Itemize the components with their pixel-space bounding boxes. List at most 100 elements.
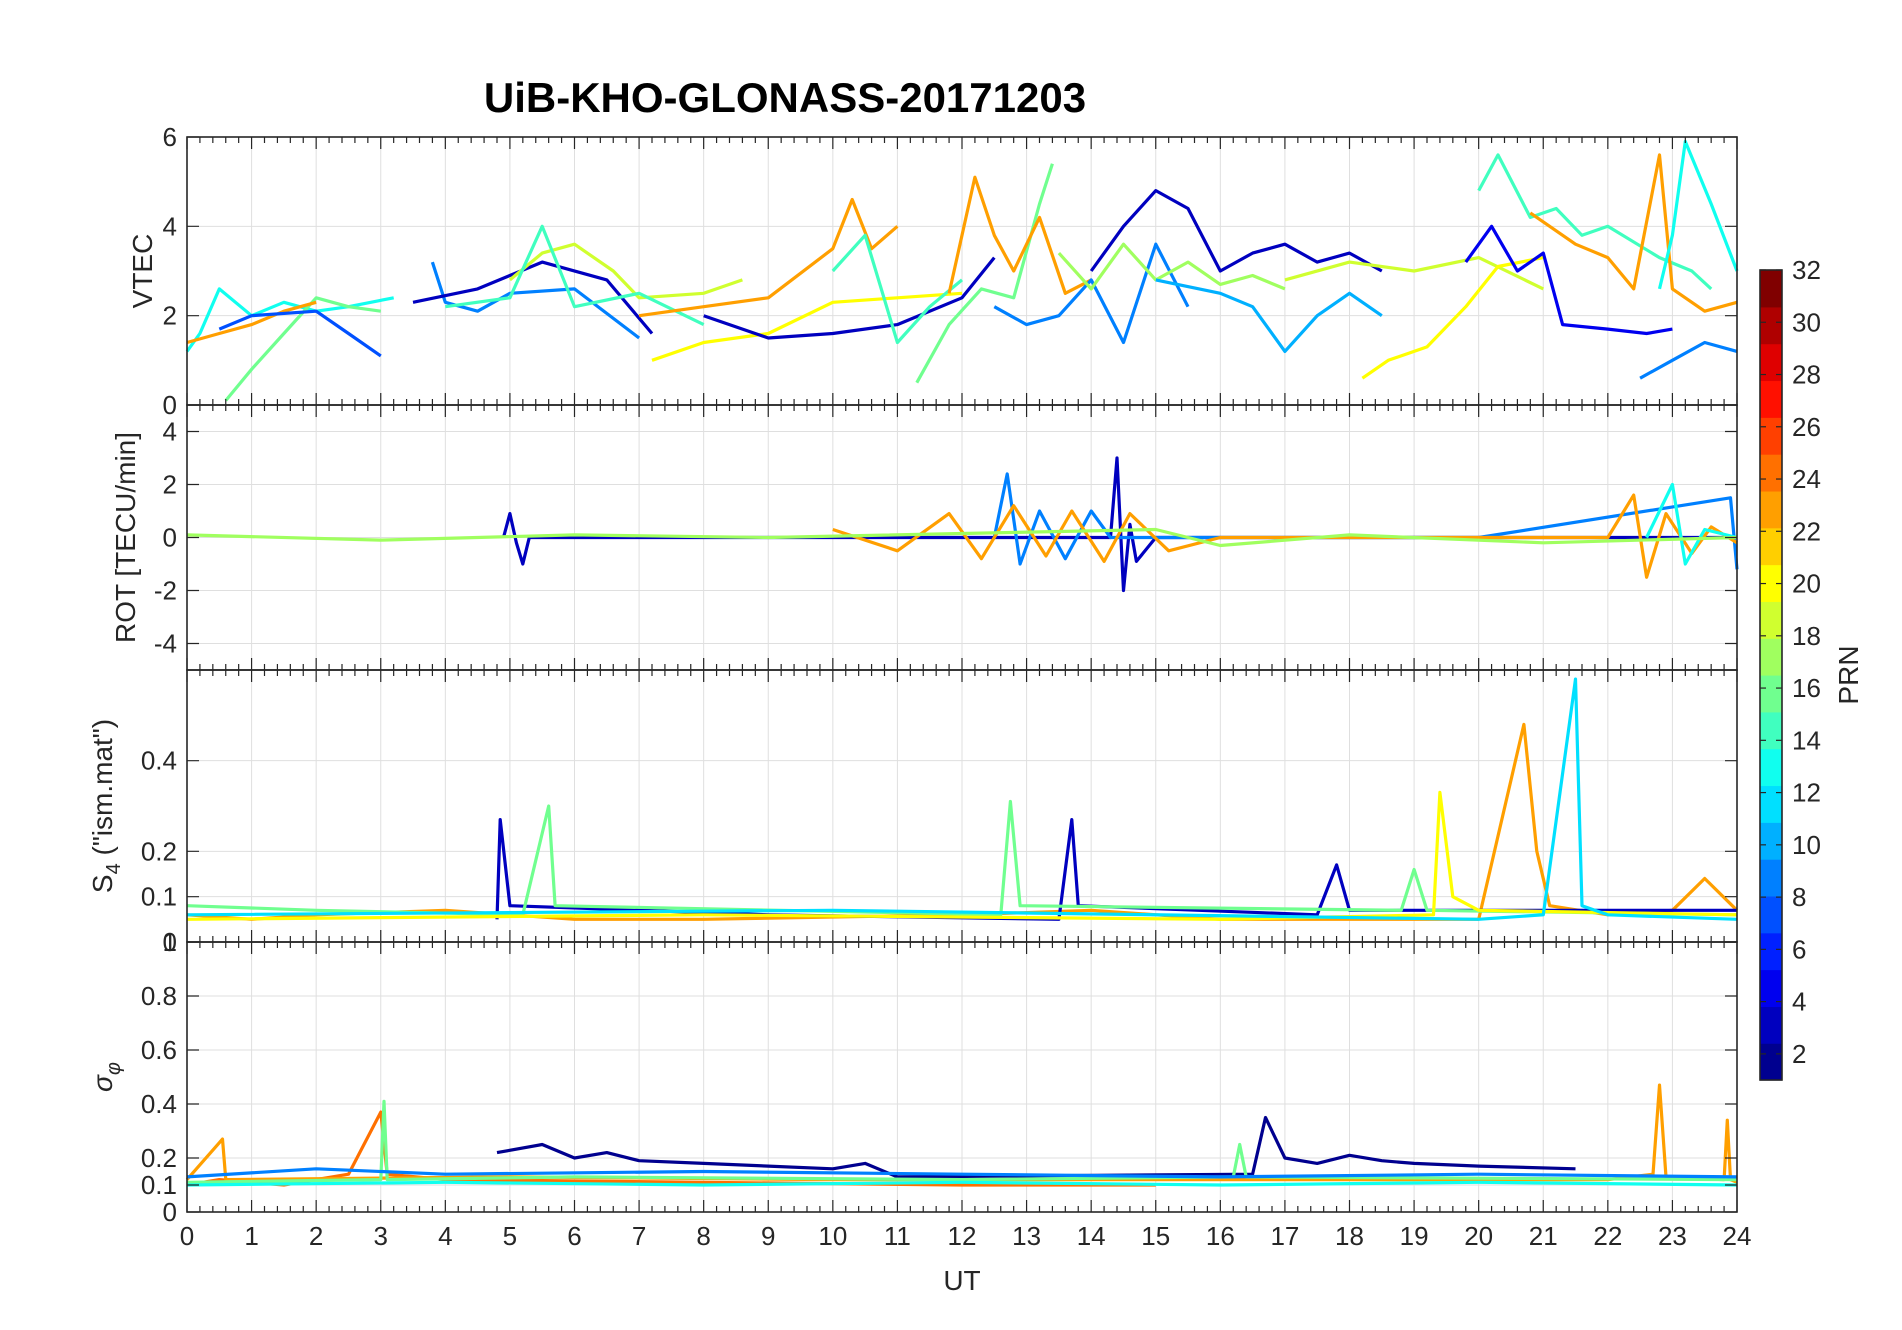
y-axis-label: σφ xyxy=(87,1062,125,1092)
colorbar-tick-label: 24 xyxy=(1792,464,1821,494)
series-group xyxy=(185,139,1739,402)
y-tick-label: 0 xyxy=(163,390,177,420)
figure-title: UiB-KHO-GLONASS-20171203 xyxy=(484,74,1086,121)
y-tick-label: -2 xyxy=(154,576,177,606)
series-line-5 xyxy=(186,527,1738,548)
y-tick-label: 0 xyxy=(163,927,177,957)
y-tick-label: 0.6 xyxy=(141,1035,177,1065)
colorbar-swatch xyxy=(1760,1006,1782,1044)
colorbar-swatch xyxy=(1760,564,1782,602)
colorbar-tick-label: 4 xyxy=(1792,987,1806,1017)
series-line-4 xyxy=(186,790,1738,921)
colorbar-frame xyxy=(1759,269,1783,1081)
y-tick-label: 0.1 xyxy=(141,1170,177,1200)
colorbar-swatch xyxy=(1760,490,1782,529)
tick-marks xyxy=(186,405,1738,670)
colorbar-tick-label: 14 xyxy=(1792,725,1821,755)
series-line-9 xyxy=(651,291,963,362)
colorbar-tick-label: 16 xyxy=(1792,673,1821,703)
series-line-15 xyxy=(993,242,1190,345)
panel-vtec: 0 2 4 6 VTEC xyxy=(127,122,1739,420)
panel-s4: 0 0.1 0.2 0.4 S4 ("ism.mat") xyxy=(87,669,1739,957)
colorbar-swatch xyxy=(1760,380,1782,418)
colorbar-tick-label: 18 xyxy=(1792,621,1821,651)
panel-rot: -4 -2 0 2 4 ROT [TECU/min] xyxy=(110,404,1739,671)
y-axis-label: S4 ("ism.mat") xyxy=(87,719,125,893)
colorbar-swatch xyxy=(1760,306,1782,345)
colorbar-swatch xyxy=(1760,822,1782,860)
y-tick-label: 0.4 xyxy=(141,1089,177,1119)
axis-ticks xyxy=(186,941,1738,1213)
series-line-3 xyxy=(832,493,1738,579)
axis-ticks xyxy=(186,136,1738,406)
series-line-5 xyxy=(186,677,1738,921)
colorbar-tick-label: 22 xyxy=(1792,516,1821,546)
colorbar-swatch xyxy=(1760,1043,1782,1081)
y-tick-label: 0.2 xyxy=(141,836,177,866)
x-tick-label: 12 xyxy=(948,1221,977,1251)
y-axis-label-main: S xyxy=(87,874,118,893)
series-line-5 xyxy=(186,1167,1738,1179)
series-line-3 xyxy=(186,300,317,345)
grid xyxy=(186,941,1738,1213)
colorbar-swatch xyxy=(1760,417,1782,455)
series-line-4 xyxy=(1645,482,1738,566)
x-tick-label: 8 xyxy=(696,1221,710,1251)
axis-ticks xyxy=(186,670,1738,943)
colorbar-swatch xyxy=(1760,711,1782,750)
x-tick-label: 19 xyxy=(1400,1221,1429,1251)
x-tick-label: 4 xyxy=(438,1221,452,1251)
y-axis-label-subscript: φ xyxy=(103,1062,125,1075)
series-line-21 xyxy=(1464,224,1673,336)
y-tick-label: 0.4 xyxy=(141,746,177,776)
x-tick-label: 13 xyxy=(1012,1221,1041,1251)
colorbar-swatch xyxy=(1760,785,1782,823)
x-tick-label: 1 xyxy=(244,1221,258,1251)
series-line-4 xyxy=(218,309,382,358)
series-line-20 xyxy=(1361,256,1544,380)
colorbar-swatch xyxy=(1760,859,1782,897)
x-tick-label: 2 xyxy=(309,1221,323,1251)
x-tick-label: 10 xyxy=(818,1221,847,1251)
series-group xyxy=(186,456,1739,593)
x-tick-label: 3 xyxy=(374,1221,388,1251)
tick-marks xyxy=(186,670,1738,943)
colorbar-label: PRN xyxy=(1833,645,1864,704)
x-tick-labels: 0 1 2 3 4 5 6 7 8 9 10 11 12 13 14 15 16 17 18 19 20 21 22 23 24 xyxy=(180,1221,1752,1251)
colorbar-swatch xyxy=(1760,601,1782,639)
colorbar-swatch xyxy=(1760,675,1782,713)
x-tick-label: 24 xyxy=(1723,1221,1752,1251)
series-group xyxy=(185,1083,1738,1187)
series-line-4 xyxy=(186,1099,1738,1184)
series-line-18 xyxy=(1155,278,1383,353)
series-line-11 xyxy=(703,256,996,340)
y-tick-label: 4 xyxy=(163,211,177,241)
y-tick-label: 6 xyxy=(163,122,177,152)
x-tick-label: 0 xyxy=(180,1221,194,1251)
colorbar-swatch xyxy=(1760,343,1782,382)
colorbar-swatch xyxy=(1760,748,1782,787)
y-axis-label: ROT [TECU/min] xyxy=(110,432,141,643)
x-tick-label: 16 xyxy=(1206,1221,1235,1251)
series-line-7 xyxy=(508,242,743,300)
y-tick-label: 2 xyxy=(163,470,177,500)
x-tick-label: 7 xyxy=(632,1221,646,1251)
colorbar-tick-label: 12 xyxy=(1792,778,1821,808)
y-axis-label: VTEC xyxy=(127,234,158,309)
x-tick-label: 11 xyxy=(884,1221,911,1251)
colorbar-tick-label: 28 xyxy=(1792,360,1821,390)
series-line-23 xyxy=(1529,153,1738,313)
series-line-6 xyxy=(186,1180,1738,1187)
colorbar-swatch xyxy=(1760,895,1782,934)
series-line-16 xyxy=(1089,189,1383,273)
x-tick-label: 6 xyxy=(567,1221,581,1251)
colorbar-swatch xyxy=(1760,969,1782,1007)
y-tick-label: 2 xyxy=(163,301,177,331)
x-axis-label: UT xyxy=(943,1265,980,1296)
colorbar-tick-label: 6 xyxy=(1792,934,1806,964)
series-line-13 xyxy=(915,163,1054,384)
series-line-1 xyxy=(501,456,1737,593)
colorbar-swatch xyxy=(1760,270,1782,308)
